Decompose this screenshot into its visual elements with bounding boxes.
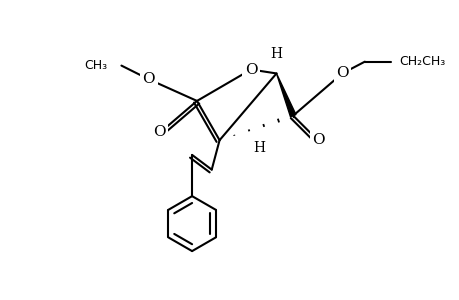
Text: CH₂CH₃: CH₂CH₃ (398, 55, 444, 68)
Text: O: O (153, 125, 166, 139)
Text: O: O (244, 62, 257, 76)
Text: CH₃: CH₃ (84, 59, 107, 72)
Text: H: H (270, 47, 282, 61)
Text: H: H (252, 141, 264, 155)
Text: O: O (312, 133, 325, 147)
Text: O: O (142, 72, 155, 86)
Text: O: O (335, 66, 348, 80)
Polygon shape (276, 74, 295, 117)
